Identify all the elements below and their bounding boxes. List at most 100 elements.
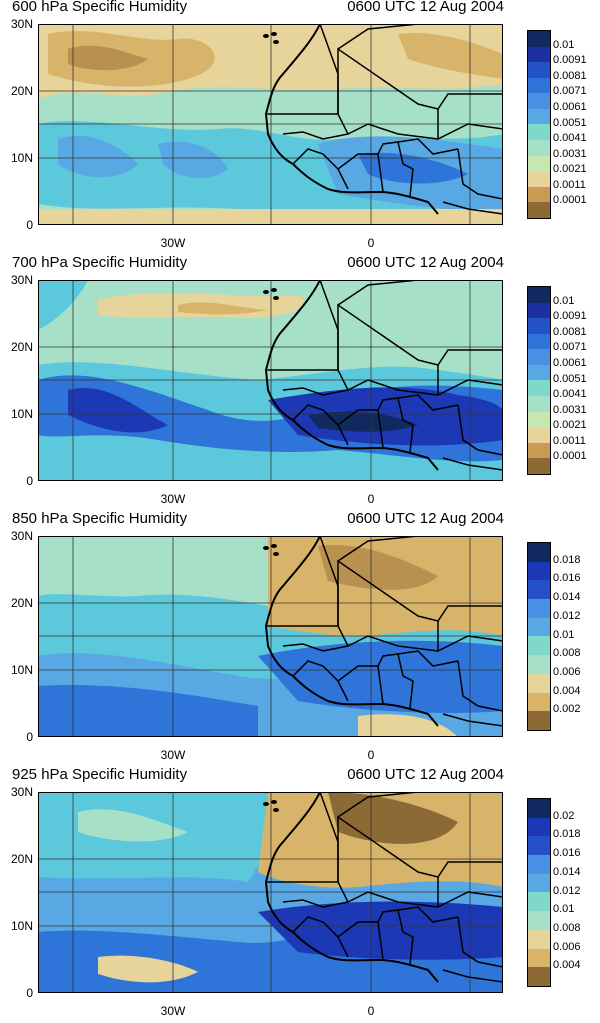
colorbar-label: 0.016 — [553, 847, 581, 860]
country-border — [337, 24, 419, 50]
colorbar-label: 0.008 — [553, 921, 581, 934]
colorbar-label: 0.01 — [553, 903, 575, 916]
colorbar-label: 0.018 — [553, 828, 581, 841]
panel-time: 0600 UTC 12 Aug 2004 — [347, 0, 504, 15]
colorbar-swatch — [528, 967, 550, 986]
colorbar-swatch — [528, 287, 550, 303]
colorbar-swatch — [528, 655, 550, 674]
colorbar-swatch — [528, 93, 550, 109]
country-border — [337, 280, 419, 306]
island — [263, 546, 269, 550]
country-border — [457, 404, 503, 456]
country-border — [337, 303, 503, 370]
colorbar-label: 0.0021 — [553, 163, 587, 176]
country-border — [377, 653, 414, 709]
colorbar-label: 0.0051 — [553, 372, 587, 385]
lon-label: 0 — [367, 236, 375, 250]
colorbar-label: 0.01 — [553, 38, 575, 51]
colorbar-swatch — [528, 124, 550, 141]
island — [271, 800, 277, 804]
panel-925hpa: 925 hPa Specific Humidity 0600 UTC 12 Au… — [0, 766, 600, 1023]
humidity-map — [38, 24, 503, 225]
island — [271, 288, 277, 292]
lat-label: 30N — [10, 785, 33, 799]
lat-label: 10N — [10, 663, 33, 677]
lat-label: 20N — [10, 340, 33, 354]
colorbar-swatch — [528, 171, 550, 187]
lon-label: 0 — [367, 748, 375, 762]
lat-label: 20N — [10, 596, 33, 610]
panel-850hpa: 850 hPa Specific Humidity 0600 UTC 12 Au… — [0, 510, 600, 767]
colorbar-swatch — [528, 617, 550, 637]
country-border — [457, 148, 503, 200]
country-border — [337, 680, 349, 702]
colorbar-swatch — [528, 673, 550, 693]
country-border — [442, 969, 503, 983]
colorbar — [527, 798, 551, 987]
map-svg — [38, 536, 503, 737]
colorbar-label: 0.01 — [553, 628, 575, 641]
country-border — [282, 131, 349, 140]
colorbar-label: 0.0001 — [553, 450, 587, 463]
colorbar-swatch — [528, 948, 550, 968]
panel-700hpa: 700 hPa Specific Humidity 0600 UTC 12 Au… — [0, 254, 600, 511]
colorbar-swatch — [528, 140, 550, 156]
colorbar-swatch — [528, 580, 550, 600]
colorbar-label: 0.018 — [553, 553, 581, 566]
colorbar-label: 0.0001 — [553, 194, 587, 207]
colorbar-swatch — [528, 380, 550, 397]
country-border — [397, 394, 459, 411]
colorbar-label: 0.006 — [553, 940, 581, 953]
country-border — [337, 936, 349, 958]
colorbar-swatch — [528, 186, 550, 203]
lat-label: 20N — [10, 852, 33, 866]
island — [263, 802, 269, 806]
panel-title: 925 hPa Specific Humidity — [12, 766, 188, 783]
colorbar-swatch — [528, 636, 550, 656]
colorbar-swatch — [528, 31, 550, 47]
colorbar-label: 0.0081 — [553, 325, 587, 338]
country-border — [437, 877, 503, 909]
lon-label: 30W — [160, 236, 186, 250]
colorbar-swatch — [528, 46, 550, 63]
colorbar-label: 0.0091 — [553, 310, 587, 323]
colorbar-label: 0.0061 — [553, 100, 587, 113]
colorbar-swatch — [528, 318, 550, 334]
humidity-map — [38, 792, 503, 993]
country-border — [337, 47, 503, 114]
colorbar-label: 0.008 — [553, 647, 581, 660]
colorbar-swatch — [528, 711, 550, 730]
colorbar-swatch — [528, 333, 550, 350]
colorbar-label: 0.002 — [553, 703, 581, 716]
lat-label: 10N — [10, 919, 33, 933]
colorbar-swatch — [528, 202, 550, 218]
colorbar-swatch — [528, 62, 550, 78]
colorbar-swatch — [528, 599, 550, 618]
colorbar-label: 0.014 — [553, 865, 581, 878]
colorbar-label: 0.01 — [553, 294, 575, 307]
colorbar — [527, 286, 551, 475]
colorbar-swatch — [528, 543, 550, 562]
colorbar-swatch — [528, 396, 550, 412]
panel-time: 0600 UTC 12 Aug 2004 — [347, 254, 504, 271]
country-border — [457, 660, 503, 712]
lat-label: 0 — [26, 730, 33, 744]
lat-label: 0 — [26, 474, 33, 488]
country-border — [337, 113, 439, 140]
country-border — [337, 424, 349, 446]
country-border — [337, 881, 439, 908]
country-border — [442, 457, 503, 471]
country-border — [442, 713, 503, 727]
country-border — [377, 141, 414, 197]
map-svg — [38, 24, 503, 225]
humidity-map — [38, 280, 503, 481]
colorbar-swatch — [528, 458, 550, 474]
island — [273, 808, 279, 812]
panel-time: 0600 UTC 12 Aug 2004 — [347, 510, 504, 527]
colorbar-label: 0.0011 — [553, 434, 586, 447]
colorbar-label: 0.0061 — [553, 356, 587, 369]
colorbar-swatch — [528, 911, 550, 930]
island — [271, 544, 277, 548]
colorbar-label: 0.006 — [553, 665, 581, 678]
colorbar-swatch — [528, 892, 550, 912]
